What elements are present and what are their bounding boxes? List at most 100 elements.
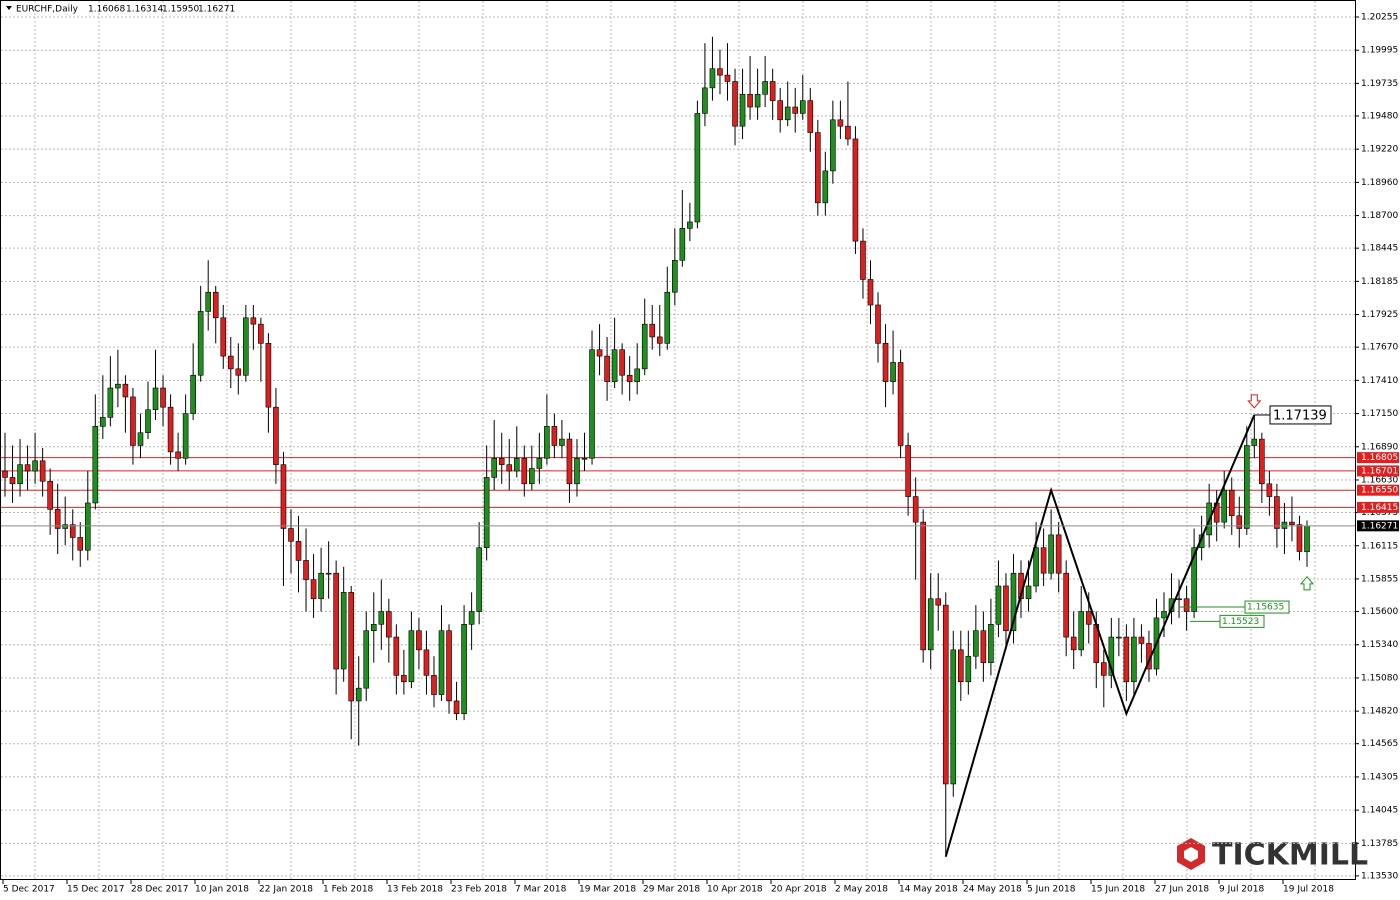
y-tick-label: 1.16890 [1361, 442, 1398, 452]
y-tick-label: 1.14045 [1361, 806, 1398, 816]
candle-body [145, 409, 151, 434]
candle-body [416, 630, 422, 651]
y-tick-label: 1.18185 [1361, 277, 1398, 287]
candle-body [476, 547, 482, 612]
candle-body [1003, 585, 1009, 631]
x-tick-label: 1 Feb 2018 [323, 885, 374, 895]
candle-body [190, 374, 196, 414]
candle-body [664, 291, 671, 344]
x-tick-label: 10 Jan 2018 [195, 885, 249, 895]
candle-body [784, 106, 791, 121]
candle-body [370, 624, 377, 631]
candle-body [1138, 636, 1145, 644]
y-tick-label: 1.16630 [1361, 475, 1398, 485]
candle-body [747, 93, 753, 108]
candle-body [1070, 636, 1077, 651]
candle-body [423, 649, 430, 676]
candle-body [980, 630, 987, 663]
candle-body [273, 406, 279, 465]
candle-body [521, 457, 528, 485]
candle-body [100, 417, 106, 427]
candle-body [363, 630, 370, 689]
candle-body [498, 457, 505, 465]
candle-body [942, 604, 949, 785]
candle-body [950, 649, 957, 785]
y-tick-label: 1.17670 [1361, 343, 1398, 353]
level-label: 1.16701 [1361, 466, 1398, 476]
level-label: 1.16415 [1361, 503, 1398, 513]
level-label-box [1357, 465, 1399, 477]
candle-body [310, 579, 317, 600]
candle-body [1033, 547, 1039, 587]
level-label: 1.16550 [1361, 486, 1398, 496]
candle-body [762, 81, 768, 95]
price-label-box [1219, 614, 1265, 628]
level-label-box [1357, 484, 1399, 496]
candle-body [860, 240, 866, 280]
candle-body [1131, 636, 1137, 683]
candle-body [1266, 483, 1273, 497]
candle-body [318, 572, 324, 600]
candle-body [431, 675, 437, 695]
y-tick-label: 1.20255 [1361, 12, 1398, 22]
candle-body [92, 426, 99, 504]
y-tick-label: 1.19480 [1361, 111, 1398, 121]
candle-body [566, 438, 573, 485]
candle-body [626, 374, 633, 382]
candle-body [732, 81, 738, 127]
candle-body [1055, 534, 1062, 574]
x-tick-label: 7 Mar 2018 [515, 885, 567, 895]
candle-body [446, 630, 452, 702]
candle-body [212, 291, 219, 319]
candle-body [536, 457, 543, 469]
candle-body [935, 598, 942, 606]
candle-body [739, 93, 746, 127]
y-tick-label: 1.15855 [1361, 574, 1398, 584]
candle-body [205, 291, 212, 312]
candle-body [551, 426, 558, 446]
x-tick-label: 5 Dec 2017 [3, 885, 55, 895]
candle-body [867, 279, 874, 306]
candle-body [852, 138, 859, 242]
candle-body [393, 636, 400, 676]
candle-body [875, 304, 881, 344]
candle-body [995, 585, 1002, 625]
candle-body [453, 700, 460, 715]
header-open: 1.16068 [88, 5, 125, 15]
candle-body [69, 524, 76, 538]
y-tick-label: 1.18700 [1361, 211, 1398, 221]
candle-body [672, 259, 678, 293]
candle-body [265, 343, 272, 408]
candle-body [1259, 438, 1265, 485]
candle-body [1078, 611, 1085, 651]
logo-mark-inner [1184, 847, 1198, 862]
header-symbol: EURCHF,Daily [16, 5, 79, 15]
y-tick-label: 1.17925 [1361, 310, 1398, 320]
x-tick-label: 27 Jun 2018 [1155, 885, 1209, 895]
candle-body [24, 464, 31, 472]
y-tick-label: 1.17150 [1361, 409, 1398, 419]
candle-body [890, 362, 896, 382]
price-label: 1.15635 [1247, 603, 1284, 613]
candle-body [1183, 598, 1190, 612]
y-tick-label: 1.16115 [1361, 541, 1398, 551]
candle-body [1228, 489, 1235, 517]
candle-body [882, 343, 889, 382]
candle-body [596, 349, 603, 357]
candle-body [84, 502, 91, 551]
y-tick-label: 1.14565 [1361, 739, 1398, 749]
candle-body [77, 537, 84, 551]
candle-body [167, 406, 174, 453]
current-price-box [1357, 520, 1399, 532]
x-tick-label: 23 Feb 2018 [451, 885, 507, 895]
candle-body [717, 68, 723, 76]
candle-body [378, 611, 385, 625]
candle-body [792, 106, 799, 114]
candle-body [1236, 515, 1243, 529]
candle-body [115, 383, 121, 389]
x-tick-label: 19 Mar 2018 [579, 885, 636, 895]
candle-body [1161, 611, 1167, 619]
price-label-box [1244, 600, 1290, 614]
y-tick-label: 1.14305 [1361, 772, 1398, 782]
